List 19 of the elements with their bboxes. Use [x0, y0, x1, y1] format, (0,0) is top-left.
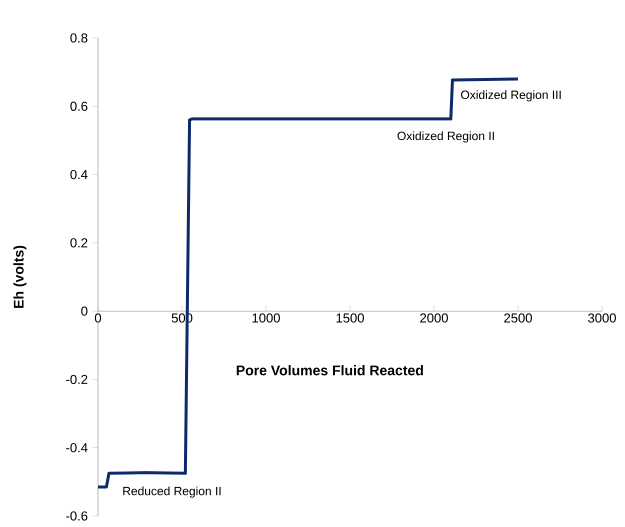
- x-tick-label: 2000: [420, 313, 448, 323]
- y-tick-label: -0.6: [66, 511, 88, 521]
- y-tick-label: 0.6: [70, 102, 88, 111]
- annotation: Reduced Region II: [123, 486, 221, 498]
- annotation: Oxidized Region III: [461, 90, 561, 102]
- x-tick-label: 1000: [252, 313, 280, 323]
- y-tick-label: 0.2: [70, 238, 88, 248]
- x-tick-label: 0: [94, 313, 102, 323]
- y-tick-label: 0.8: [70, 33, 88, 43]
- y-axis-title: Eh (volts): [13, 246, 26, 308]
- y-tick-label: 0.4: [70, 170, 88, 180]
- x-tick-label: 1500: [336, 313, 364, 323]
- y-tick-label: -0.4: [66, 443, 88, 452]
- y-tick-label: -0.2: [66, 374, 88, 384]
- x-tick-label: 3000: [588, 313, 616, 323]
- annotation: Oxidized Region II: [398, 131, 494, 143]
- y-tick-label: 0: [81, 306, 88, 316]
- x-axis-title: Pore Volumes Fluid Reacted: [236, 365, 423, 376]
- x-tick-label: 2500: [504, 313, 532, 323]
